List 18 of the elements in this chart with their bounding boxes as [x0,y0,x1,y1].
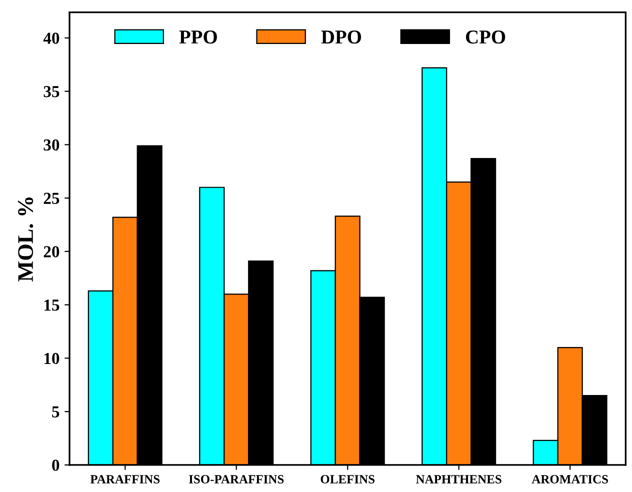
y-tick-label: 35 [44,86,60,98]
y-tick-label: 5 [52,406,60,418]
x-tick-label: NAPHTHENES [416,475,502,484]
y-tick-label: 40 [43,32,60,44]
y-tick-label: 10 [44,352,60,364]
y-tick-label: 20 [44,246,60,258]
legend-label: DPO [321,30,362,44]
y-tick-label: 15 [44,300,60,311]
x-tick-label: OLEFINS [320,475,375,484]
y-tick-label: 0 [52,460,60,471]
y-tick-label: 25 [44,192,60,204]
y-axis-title: MOL. % [18,197,34,282]
legend-label: PPO [179,30,217,44]
y-tick-label: 30 [44,139,60,151]
x-tick-label: PARAFFINS [90,475,160,484]
x-tick-label: AROMATICS [532,475,608,484]
x-tick-label: ISO-PARAFFINS [188,475,284,484]
legend-label: CPO [466,30,506,44]
